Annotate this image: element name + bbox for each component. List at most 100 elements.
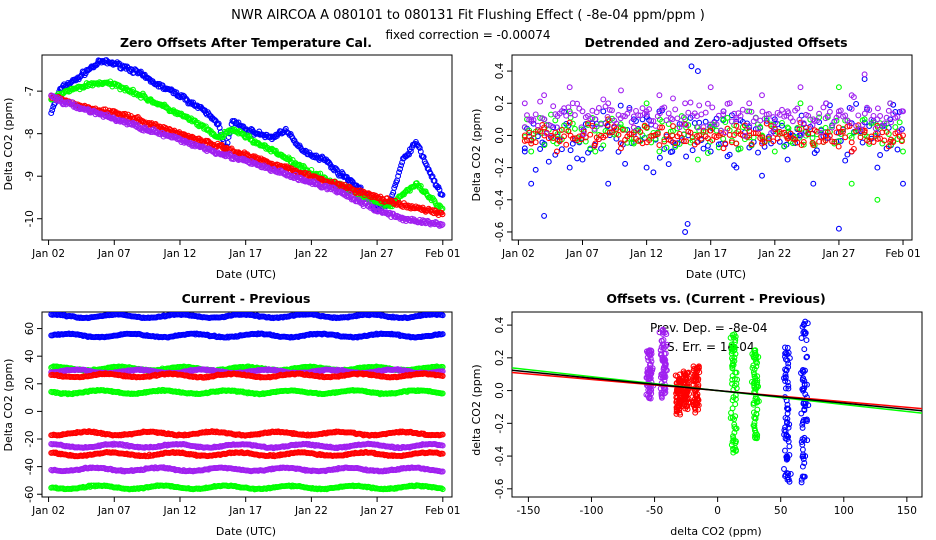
detrended-point	[896, 127, 903, 134]
detrended-point	[759, 140, 765, 147]
detrended-point	[861, 76, 868, 83]
zero-offsets-point	[262, 165, 269, 172]
detrended-point	[835, 84, 842, 91]
detrended-point	[746, 122, 753, 129]
detrended-panel: Detrended and Zero-adjusted Offsets Date…	[470, 35, 921, 281]
detrended-point	[800, 141, 807, 148]
detrended-point	[565, 104, 572, 111]
detrended-point	[741, 132, 748, 139]
detrended-point	[552, 151, 559, 158]
detrended-point	[600, 108, 607, 115]
detrended-point	[787, 130, 794, 137]
detrended-xlabel: Date (UTC)	[686, 268, 746, 281]
detrended-point	[696, 102, 703, 109]
detrended-point	[823, 132, 830, 139]
detrended-point	[890, 101, 897, 108]
detrended-point	[798, 131, 805, 138]
detrended-point	[694, 138, 701, 145]
detrended-title: Detrended and Zero-adjusted Offsets	[584, 35, 847, 50]
detrended-plot-frame	[511, 54, 913, 241]
detrended-point	[779, 119, 785, 126]
figure-subtitle: fixed correction = -0.00074	[385, 28, 550, 42]
detrended-point	[669, 132, 676, 139]
detrended-point	[816, 110, 823, 117]
detrended-point	[650, 169, 657, 176]
zero-offsets-ytick-label: -7	[24, 86, 36, 96]
detrended-point	[797, 84, 804, 91]
detrended-xtick-label: Jan 27	[821, 248, 855, 260]
detrended-point	[726, 100, 733, 107]
detrended-point	[663, 144, 670, 151]
detrended-point	[822, 124, 829, 131]
detrended-point	[700, 127, 707, 134]
detrended-point	[835, 124, 842, 131]
detrended-point	[537, 98, 544, 105]
detrended-point	[900, 180, 906, 187]
detrended-point	[619, 126, 626, 133]
detrended-point	[656, 110, 663, 117]
detrended-ylabel: Delta CO2 (ppm)	[470, 109, 483, 202]
detrended-point	[857, 134, 864, 141]
detrended-point	[674, 115, 681, 122]
detrended-point	[755, 125, 761, 132]
detrended-point	[842, 112, 849, 119]
detrended-point	[669, 148, 676, 155]
detrended-point	[672, 143, 679, 150]
detrended-point	[874, 135, 881, 142]
detrended-point	[534, 122, 541, 129]
detrended-point	[656, 92, 663, 99]
detrended-point	[545, 158, 552, 165]
detrended-point	[759, 172, 765, 179]
detrended-point	[733, 164, 740, 171]
detrended-point	[579, 156, 586, 163]
current-previous-xtick-label: Jan 22	[294, 505, 328, 517]
zero-offsets-point	[333, 165, 339, 172]
detrended-point	[667, 137, 674, 144]
detrended-point	[528, 140, 535, 147]
detrended-point	[890, 139, 897, 145]
detrended-point	[524, 112, 530, 119]
current-previous-point	[439, 312, 446, 319]
current-previous-ytick-label: 0	[24, 408, 36, 415]
zero-offsets-panel: Zero Offsets After Temperature Cal. Date…	[2, 35, 460, 281]
zero-offsets-point	[407, 148, 414, 155]
detrended-point	[722, 140, 729, 147]
detrended-point	[521, 145, 528, 152]
detrended-point	[887, 138, 894, 145]
detrended-point	[872, 130, 879, 137]
detrended-point	[797, 100, 804, 107]
detrended-point	[896, 119, 903, 126]
detrended-point	[877, 152, 884, 158]
current-previous-xtick-label: Jan 12	[163, 505, 197, 517]
detrended-point	[874, 105, 881, 112]
detrended-point	[733, 116, 740, 123]
detrended-point	[635, 112, 642, 119]
detrended-point	[813, 117, 820, 124]
detrended-point	[748, 141, 755, 148]
detrended-point	[861, 129, 868, 136]
detrended-point	[728, 118, 735, 125]
detrended-point	[872, 125, 879, 132]
detrended-point	[881, 137, 888, 144]
detrended-point	[541, 124, 548, 131]
detrended-ytick-label: -0.2	[494, 157, 506, 178]
detrended-point	[768, 123, 775, 129]
detrended-point	[861, 110, 868, 117]
current-previous-xtick-label: Jan 27	[360, 505, 394, 517]
detrended-point	[656, 142, 663, 149]
detrended-point	[552, 117, 559, 124]
detrended-point	[553, 148, 560, 155]
current-previous-ytick-label: -40	[24, 458, 36, 475]
detrended-point	[676, 121, 683, 128]
detrended-point	[853, 100, 860, 107]
detrended-point	[737, 112, 744, 119]
detrended-point	[759, 92, 765, 99]
detrended-point	[682, 229, 689, 235]
detrended-point	[781, 143, 788, 150]
detrended-point	[874, 196, 881, 203]
detrended-point	[637, 129, 644, 135]
detrended-point	[574, 100, 581, 107]
zero-offsets-ytick-label: -8	[24, 128, 36, 138]
detrended-point	[737, 145, 744, 152]
detrended-point	[619, 112, 626, 119]
